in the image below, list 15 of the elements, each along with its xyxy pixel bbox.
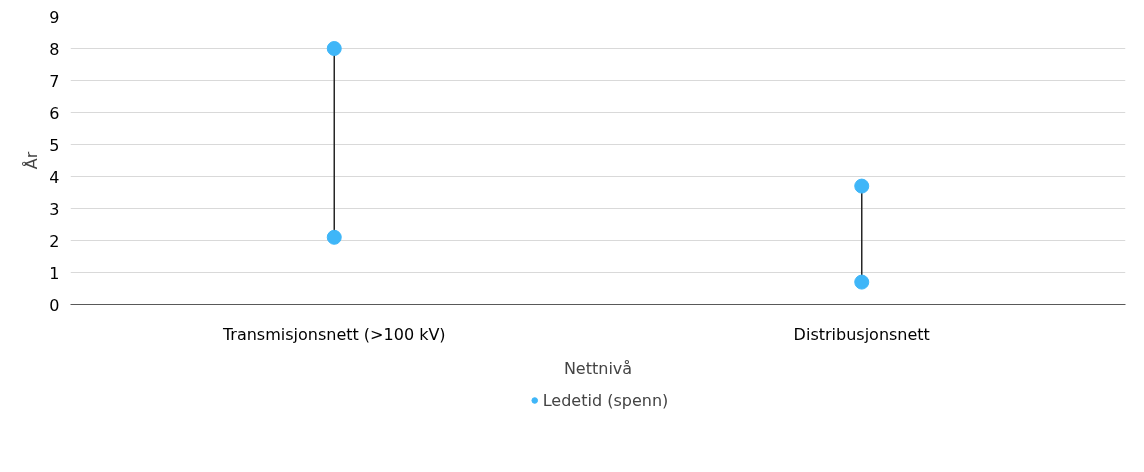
y-tick-label: 5 [49,135,60,155]
y-tick-label: 7 [49,71,60,91]
y-tick-label: 2 [49,231,60,251]
y-tick-label: 0 [49,295,60,315]
x-tick-label: Transmisjonsnett (>100 kV) [221,324,446,344]
y-axis-title: År [22,151,42,170]
y-tick-label: 4 [49,167,60,187]
y-tick-label: 6 [49,103,60,123]
x-tick-label: Distribusjonsnett [793,324,930,344]
y-tick-label: 9 [49,7,60,27]
y-tick-label: 8 [49,39,60,59]
y-tick-label: 1 [49,263,60,283]
x-axis-title: Nettnivå [563,358,633,378]
y-tick-label: 3 [49,199,60,219]
legend-label: Ledetid (spenn) [542,390,669,410]
